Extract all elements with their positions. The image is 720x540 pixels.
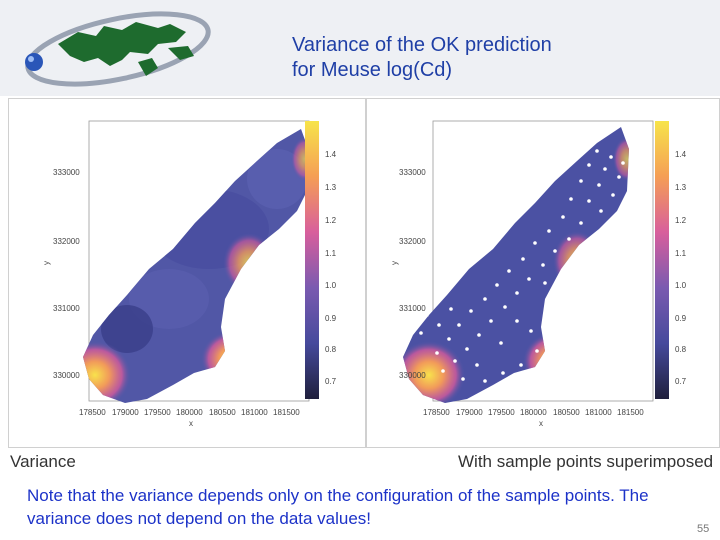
x-tick: 181000 <box>585 408 612 417</box>
slide-title-line-1: Variance of the OK prediction <box>292 34 552 56</box>
variance-map-points-panel: 1.4 1.3 1.2 1.1 1.0 0.9 0.8 0.7 333000 3… <box>366 98 720 448</box>
caption-variance: Variance <box>10 452 76 471</box>
colorbar-tick: 0.9 <box>325 314 337 323</box>
colorbar-tick: 1.4 <box>325 150 337 159</box>
slide-title-line-2: for Meuse log(Cd) <box>292 59 453 81</box>
slide-title: Variance of the OK prediction for Meuse … <box>292 33 552 83</box>
x-tick: 180000 <box>520 408 547 417</box>
x-axis-label: x <box>539 419 543 428</box>
x-tick: 180500 <box>209 408 236 417</box>
x-tick: 178500 <box>79 408 106 417</box>
x-axis-ticks: 178500 179000 179500 180000 180500 18100… <box>423 408 644 417</box>
colorbar-tick: 1.3 <box>325 183 337 192</box>
y-tick: 331000 <box>399 304 426 313</box>
colorbar-tick: 0.7 <box>675 377 687 386</box>
colorbar-ticks: 1.4 1.3 1.2 1.1 1.0 0.9 0.8 0.7 <box>675 150 687 386</box>
x-axis-ticks: 178500 179000 179500 180000 180500 18100… <box>79 408 300 417</box>
x-tick: 181000 <box>241 408 268 417</box>
x-tick: 179500 <box>144 408 171 417</box>
colorbar-tick: 1.1 <box>325 249 337 258</box>
colorbar-tick: 0.8 <box>325 345 337 354</box>
colorbar-tick: 1.4 <box>675 150 687 159</box>
variance-map-points-plot: 1.4 1.3 1.2 1.1 1.0 0.9 0.8 0.7 333000 3… <box>390 120 687 428</box>
x-tick: 179000 <box>112 408 139 417</box>
y-tick: 333000 <box>399 168 426 177</box>
x-tick: 181500 <box>273 408 300 417</box>
page-number: 55 <box>697 523 710 535</box>
colorbar-tick: 1.0 <box>675 281 687 290</box>
y-axis-label: y <box>42 261 51 265</box>
colorbar-tick: 1.0 <box>325 281 337 290</box>
y-tick: 330000 <box>399 371 426 380</box>
x-tick: 180500 <box>553 408 580 417</box>
colorbar-tick: 1.1 <box>675 249 687 258</box>
variance-map-plot: 1.4 1.3 1.2 1.1 1.0 0.9 0.8 0.7 333000 3… <box>42 120 337 428</box>
y-axis-label: y <box>390 261 399 265</box>
colorbar-ticks: 1.4 1.3 1.2 1.1 1.0 0.9 0.8 0.7 <box>325 150 337 386</box>
x-tick: 179000 <box>456 408 483 417</box>
colorbar-tick: 1.2 <box>325 216 337 225</box>
x-tick: 178500 <box>423 408 450 417</box>
y-tick: 331000 <box>53 304 80 313</box>
colorbar-tick: 0.7 <box>325 377 337 386</box>
x-tick: 179500 <box>488 408 515 417</box>
x-tick: 180000 <box>176 408 203 417</box>
y-tick: 330000 <box>53 371 80 380</box>
colorbar-tick: 0.8 <box>675 345 687 354</box>
colorbar-tick: 0.9 <box>675 314 687 323</box>
x-tick: 181500 <box>617 408 644 417</box>
world-map-logo <box>25 11 211 87</box>
y-tick: 332000 <box>53 237 80 246</box>
explanatory-note: Note that the variance depends only on t… <box>27 486 649 528</box>
colorbar <box>655 121 669 399</box>
colorbar-tick: 1.2 <box>675 216 687 225</box>
variance-map-panel: 1.4 1.3 1.2 1.1 1.0 0.9 0.8 0.7 333000 3… <box>8 98 366 448</box>
y-axis-ticks: 333000 332000 331000 330000 <box>53 168 80 380</box>
colorbar <box>305 121 319 399</box>
y-tick: 332000 <box>399 237 426 246</box>
caption-sample-points: With sample points superimposed <box>458 452 714 471</box>
x-axis-label: x <box>189 419 193 428</box>
y-axis-ticks: 333000 332000 331000 330000 <box>399 168 426 380</box>
y-tick: 333000 <box>53 168 80 177</box>
colorbar-tick: 1.3 <box>675 183 687 192</box>
